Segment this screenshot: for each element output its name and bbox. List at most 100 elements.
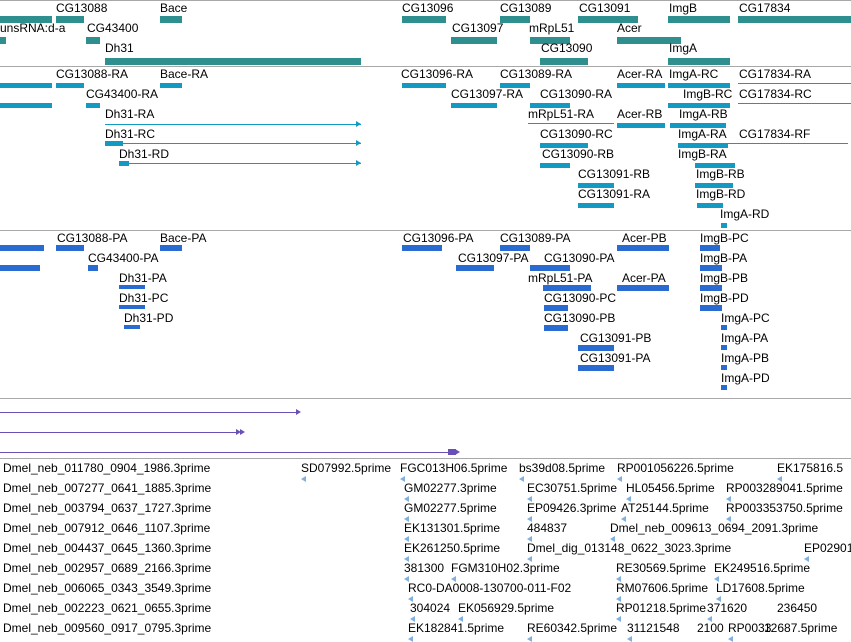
proteins-label[interactable]: CG13096-PA (403, 231, 474, 245)
transcripts-label[interactable]: CG17834-RC (739, 87, 812, 101)
transcripts-label[interactable]: Acer-RB (617, 107, 663, 121)
transcript-feature[interactable] (695, 183, 733, 188)
protein-feature[interactable] (88, 265, 98, 271)
transcript-feature[interactable] (738, 103, 851, 104)
protein-feature[interactable] (402, 245, 442, 251)
transcript-feature[interactable] (678, 143, 728, 148)
transcript-feature[interactable] (668, 83, 730, 88)
ests-label[interactable]: Dmel_neb_009613_0694_2091.3prime (610, 521, 819, 535)
ests-label[interactable]: Dmel_neb_004437_0645_1360.3prime (3, 541, 212, 555)
protein-feature[interactable] (56, 245, 84, 251)
genes-label[interactable]: CG13090 (541, 41, 593, 55)
genes-label[interactable]: Dh31 (105, 41, 134, 55)
proteins-label[interactable]: ImgA-PA (721, 331, 769, 345)
genes-label[interactable]: ImgA (669, 41, 698, 55)
ests-label[interactable]: Dmel_neb_011780_0904_1986.3prime (3, 461, 211, 475)
proteins-label[interactable]: CG13091-PB (580, 331, 652, 345)
transcripts-label[interactable]: CG13090-RB (542, 147, 615, 161)
proteins-label[interactable]: ImgA-PB (721, 351, 770, 365)
ests-label[interactable]: EK175816.5 (777, 461, 844, 475)
gene-feature[interactable] (617, 37, 681, 44)
protein-feature[interactable] (700, 305, 722, 311)
transcripts-label[interactable]: CG13089-RA (500, 67, 573, 81)
transcripts-label[interactable]: Dh31-RA (105, 107, 155, 121)
ests-label[interactable]: EK261250.5prime (404, 541, 501, 555)
transcript-feature[interactable] (105, 124, 361, 125)
ests-label[interactable]: EK182841.5prime (408, 621, 505, 635)
ests-label[interactable]: EP02901.3p (804, 541, 851, 555)
ests-label[interactable]: AT25144.5prime (621, 501, 709, 515)
ests-label[interactable]: RP001056226.5prime (617, 461, 734, 475)
protein-feature[interactable] (700, 265, 722, 271)
ests-label[interactable]: Dmel_neb_009560_0917_0795.3prime (3, 621, 212, 635)
ests-label[interactable]: Dmel_neb_007912_0646_1107.3prime (3, 521, 211, 535)
ests-label[interactable]: 31121548 (627, 621, 680, 635)
protein-feature[interactable] (0, 245, 44, 251)
proteins-label[interactable]: Acer-PB (622, 231, 667, 245)
transcripts-label[interactable]: CG17834-RA (739, 67, 812, 81)
transcripts-label[interactable]: ImgA-RC (669, 67, 719, 81)
proteins-label[interactable]: ImgB-PB (700, 271, 749, 285)
ests-label[interactable]: 371620 (707, 601, 748, 615)
transcripts-label[interactable]: Acer-RA (617, 67, 663, 81)
proteins-label[interactable]: ImgB-PA (700, 251, 748, 265)
genes-label[interactable]: ImgB (669, 1, 698, 15)
transcript-feature[interactable] (402, 83, 446, 88)
transcript-feature[interactable] (617, 83, 665, 88)
protein-feature[interactable] (119, 305, 145, 309)
ests-label[interactable]: HL05456.5prime (626, 481, 715, 495)
ests-label[interactable]: RE60342.5prime (527, 621, 618, 635)
transcripts-label[interactable]: CG13088-RA (56, 67, 129, 81)
transcript-feature[interactable] (56, 83, 84, 88)
proteins-label[interactable]: CG13091-PA (580, 351, 651, 365)
ests-label[interactable]: 304024 (410, 601, 451, 615)
proteins-label[interactable]: CG13090-PB (544, 311, 616, 325)
transcript-feature[interactable] (695, 163, 735, 168)
genes-label[interactable]: CG43400 (87, 21, 139, 35)
gene-feature[interactable] (0, 16, 52, 23)
transcripts-label[interactable]: ImgB-RB (696, 167, 745, 181)
transcript-feature[interactable] (0, 83, 52, 88)
transcript-feature[interactable] (670, 123, 726, 128)
ests-label[interactable]: Dmel_neb_002223_0621_0655.3prime (3, 601, 212, 615)
transcript-feature[interactable] (617, 123, 665, 128)
transcript-feature[interactable] (697, 203, 723, 208)
ests-label[interactable]: RP0033 (728, 621, 772, 635)
transcript-feature[interactable] (540, 163, 570, 168)
protein-feature[interactable] (617, 285, 669, 291)
protein-feature[interactable] (544, 325, 568, 331)
ests-label[interactable]: 484837 (527, 521, 568, 535)
genes-label[interactable]: CG17834 (739, 1, 791, 15)
proteins-label[interactable]: Acer-PA (622, 271, 666, 285)
ests-label[interactable]: EP09426.3prime (527, 501, 617, 515)
ests-label[interactable]: FGM310H02.3prime (451, 561, 560, 575)
gene-feature[interactable] (0, 37, 6, 44)
protein-feature[interactable] (544, 305, 568, 311)
transcript-feature[interactable] (578, 183, 614, 188)
gene-feature[interactable] (668, 58, 730, 65)
proteins-label[interactable]: ImgB-PC (700, 231, 749, 245)
proteins-label[interactable]: Dh31-PD (124, 311, 174, 325)
transcripts-label[interactable]: ImgA-RA (678, 127, 727, 141)
ests-label[interactable]: LD17608.5prime (716, 581, 805, 595)
transcripts-label[interactable]: Bace-RA (160, 67, 209, 81)
transcript-feature[interactable] (160, 83, 182, 88)
ests-label[interactable]: FGC013H06.5prime (400, 461, 508, 475)
ests-label[interactable]: 236450 (777, 601, 818, 615)
gene-feature[interactable] (530, 37, 570, 44)
transcript-feature[interactable] (678, 143, 848, 144)
transcripts-label[interactable]: CG13091-RA (578, 187, 651, 201)
proteins-label[interactable]: CG13089-PA (500, 231, 571, 245)
proteins-label[interactable]: CG13088-PA (57, 231, 128, 245)
protein-feature[interactable] (124, 325, 140, 329)
ests-label[interactable]: Dmel_neb_002957_0689_2166.3prime (3, 561, 212, 575)
genes-label[interactable]: unsRNA:d-a (0, 21, 66, 35)
ests-label[interactable]: 2100 (697, 621, 724, 635)
transcript-feature[interactable] (530, 103, 570, 108)
proteins-label[interactable]: mRpL51-PA (528, 271, 593, 285)
protein-feature[interactable] (530, 265, 570, 271)
ests-label[interactable]: Dmel_neb_003794_0637_1727.3prime (3, 501, 212, 515)
transcripts-label[interactable]: ImgA-RB (679, 107, 728, 121)
transcript-feature[interactable] (105, 141, 123, 146)
transcripts-label[interactable]: CG13091-RB (578, 167, 651, 181)
